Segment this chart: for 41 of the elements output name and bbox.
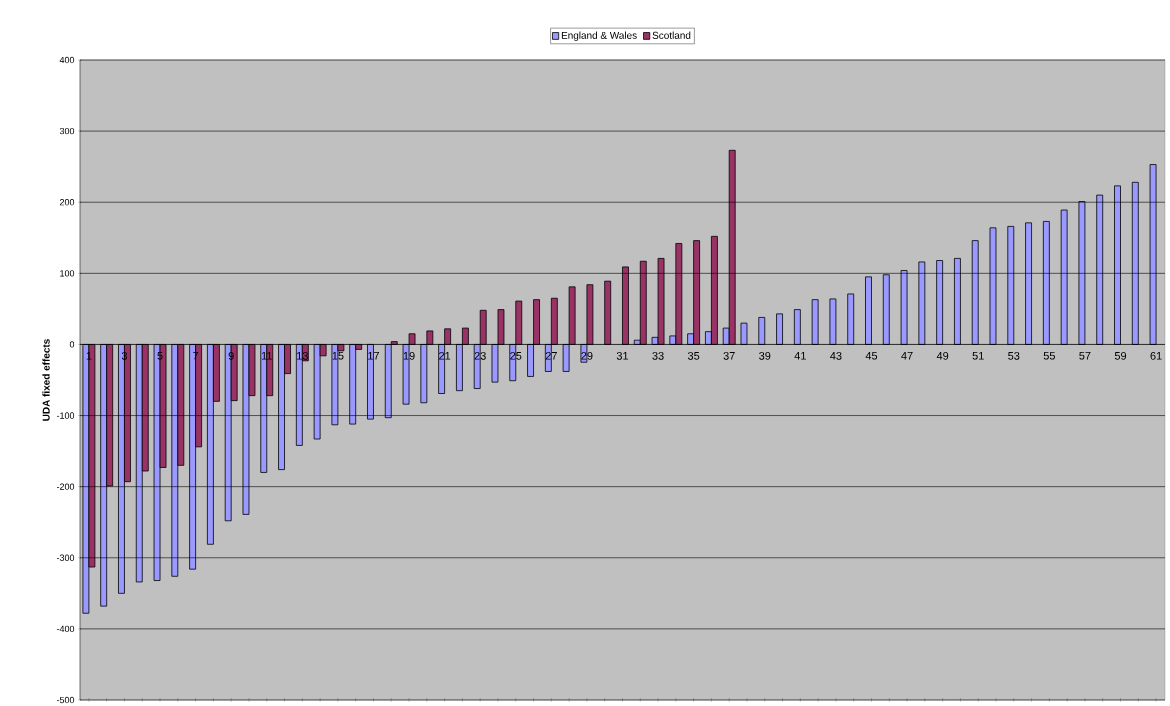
x-tick-label: 19 xyxy=(403,351,415,360)
x-tick-label: 35 xyxy=(687,351,700,360)
x-tick-label: 1 xyxy=(86,351,92,360)
y-axis-title: UDA fixed effects xyxy=(42,339,50,421)
x-tick-label: 5 xyxy=(157,351,163,360)
y-tick-label: 400 xyxy=(59,56,75,64)
x-tick-label: 39 xyxy=(759,351,771,360)
x-tick-label: 53 xyxy=(1008,351,1020,360)
x-tick-label: 7 xyxy=(193,351,199,360)
x-tick-label: 29 xyxy=(581,351,593,360)
x-tick-label: 55 xyxy=(1043,351,1055,360)
y-tick-label: 200 xyxy=(59,199,75,206)
x-tick-label: 31 xyxy=(616,351,629,360)
x-tick-label: 9 xyxy=(228,351,234,360)
x-tick-label: 25 xyxy=(510,351,522,360)
y-tick-label: -300 xyxy=(56,554,75,561)
y-tick-label: -400 xyxy=(56,625,75,633)
x-tick-label: 61 xyxy=(1150,351,1162,360)
y-tick-label: -100 xyxy=(56,412,75,419)
x-tick-label: 43 xyxy=(830,351,842,360)
legend-label: England & Wales xyxy=(561,31,637,41)
x-tick-label: 3 xyxy=(121,351,128,360)
x-tick-label: 15 xyxy=(332,351,344,360)
y-tick-label: -200 xyxy=(56,483,75,490)
x-tick-label: 33 xyxy=(652,351,664,360)
x-tick-label: 59 xyxy=(1114,351,1127,360)
x-tick-label: 57 xyxy=(1079,351,1091,360)
y-tick-label: 300 xyxy=(59,127,75,135)
x-tick-label: 11 xyxy=(261,351,272,360)
x-tick-label: 47 xyxy=(901,351,913,360)
y-tick-label: 0 xyxy=(69,341,75,348)
x-tick-label: 51 xyxy=(972,351,984,360)
x-tick-label: 23 xyxy=(474,351,486,360)
x-tick-label: 13 xyxy=(297,351,308,360)
y-tick-label: -500 xyxy=(56,696,75,704)
x-tick-label: 49 xyxy=(936,351,949,360)
x-tick-label: 45 xyxy=(865,351,878,360)
x-tick-label: 37 xyxy=(723,351,735,360)
legend-label: Scotland xyxy=(652,31,691,39)
x-tick-label: 41 xyxy=(794,351,806,360)
y-tick-label: 100 xyxy=(60,270,75,277)
